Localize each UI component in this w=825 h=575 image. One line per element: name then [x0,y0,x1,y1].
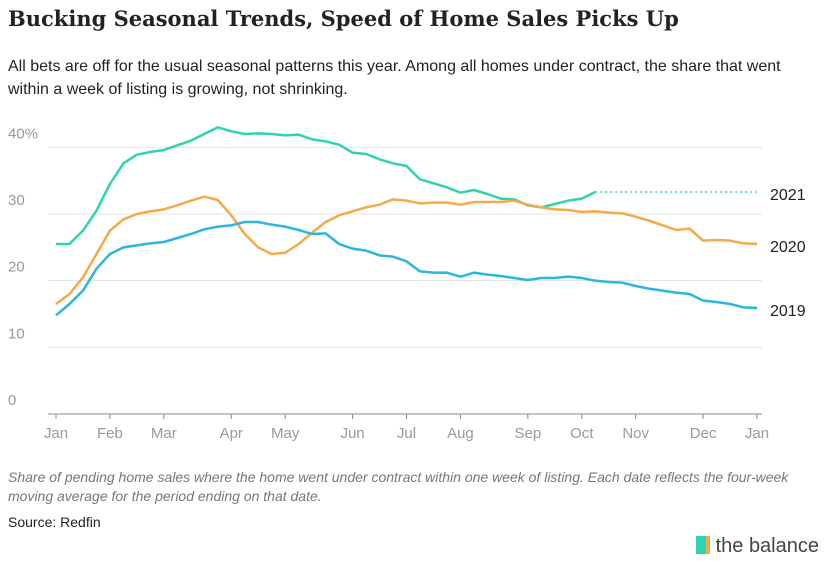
y-tick-label: 30 [8,192,25,209]
x-tick-label: Dec [690,425,717,442]
x-tick-label: Apr [220,425,243,442]
x-tick-label: Nov [622,425,649,442]
chart-source: Source: Redfin [8,514,101,530]
x-tick-label: Mar [151,425,177,442]
chart-note: Share of pending home sales where the ho… [8,469,789,504]
x-tick-label: May [271,425,300,442]
y-tick-label: 40% [8,125,38,142]
y-tick-label: 10 [8,325,25,342]
brand-logo: the balance [695,535,819,558]
x-tick-label: Feb [97,425,123,442]
series-line [55,195,758,306]
brand-name: the balance [715,535,819,557]
y-tick-label: 0 [8,392,16,409]
series-label: 2019 [770,303,806,320]
logo-icon [695,536,710,554]
x-tick-label: Aug [447,425,474,442]
x-tick-label: Jan [44,425,68,442]
x-tick-label: Jun [340,425,364,442]
x-tick-label: Oct [570,425,594,442]
chart-title: Bucking Seasonal Trends, Speed of Home S… [8,6,679,31]
y-tick-label: 20 [8,259,25,276]
chart: 0 10 20 30 40% Jan Feb Mar Apr May Jun Jul Aug Sep Oct… [8,125,806,442]
chart-subtitle: All bets are off for the usual seasonal … [8,58,781,98]
series-line [55,220,758,317]
x-tick-label: Jan [745,425,769,442]
series-label: 2021 [770,187,806,204]
series-line [56,126,596,246]
x-tick-label: Jul [397,425,416,442]
series-label: 2020 [770,239,806,256]
x-tick-label: Sep [514,425,541,442]
